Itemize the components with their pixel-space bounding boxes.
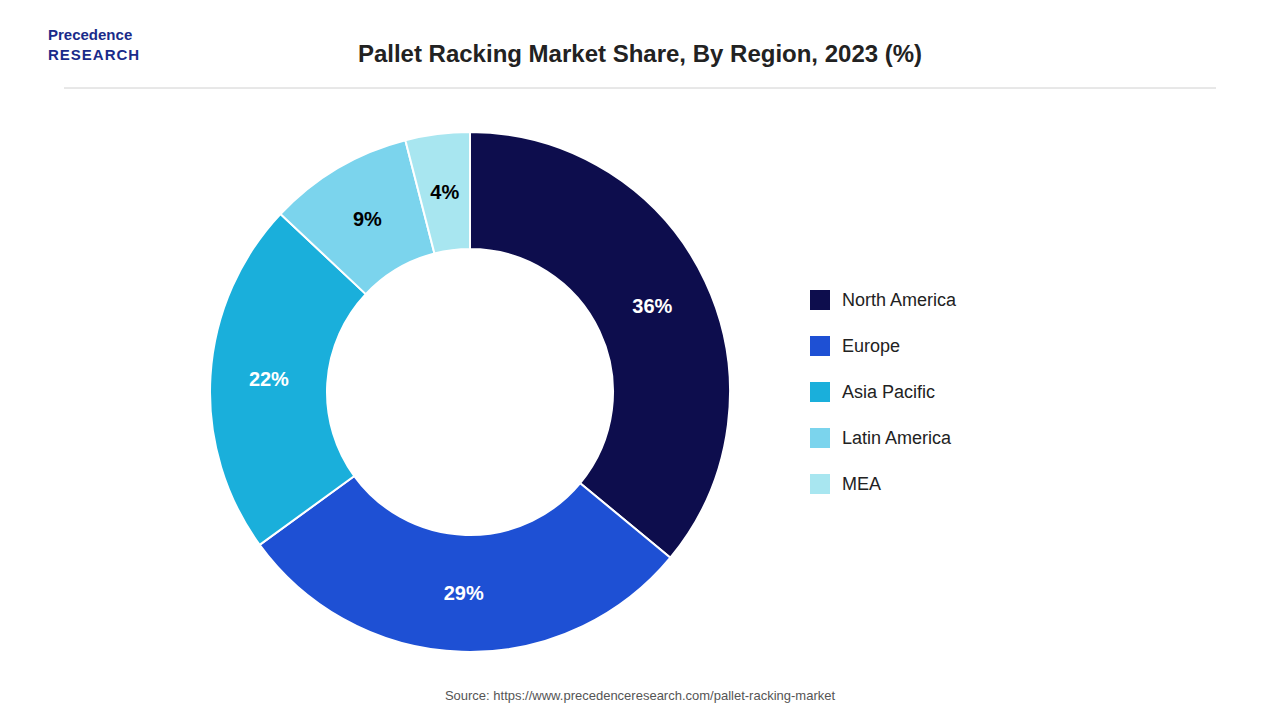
title-divider <box>64 88 1216 89</box>
legend-label: North America <box>842 290 957 310</box>
legend-label: Asia Pacific <box>842 382 935 402</box>
source-text: Source: https://www.precedenceresearch.c… <box>445 688 836 703</box>
legend-swatch <box>810 428 830 448</box>
data-label: 36% <box>632 295 672 317</box>
data-label: 29% <box>444 582 484 604</box>
data-label: 9% <box>353 208 382 230</box>
legend-label: Latin America <box>842 428 952 448</box>
donut-slice <box>470 132 730 558</box>
legend-swatch <box>810 290 830 310</box>
data-labels: 36% 29% 22% 9% 4% <box>249 181 673 604</box>
logo-text: RESEARCH <box>48 46 140 63</box>
chart-root: Pallet Racking Market Share, By Region, … <box>0 0 1280 720</box>
logo-text: Precedence <box>48 26 132 43</box>
chart-title: Pallet Racking Market Share, By Region, … <box>358 40 922 67</box>
legend-swatch <box>810 474 830 494</box>
donut <box>210 132 730 652</box>
legend-swatch <box>810 336 830 356</box>
legend-label: MEA <box>842 474 881 494</box>
chart-svg: Pallet Racking Market Share, By Region, … <box>0 0 1280 720</box>
legend-swatch <box>810 382 830 402</box>
legend: North America Europe Asia Pacific Latin Ame… <box>810 290 957 494</box>
background <box>0 0 1280 720</box>
data-label: 4% <box>430 181 459 203</box>
donut-slice <box>405 132 470 253</box>
data-label: 22% <box>249 368 289 390</box>
donut-slice <box>260 476 671 652</box>
legend-label: Europe <box>842 336 900 356</box>
